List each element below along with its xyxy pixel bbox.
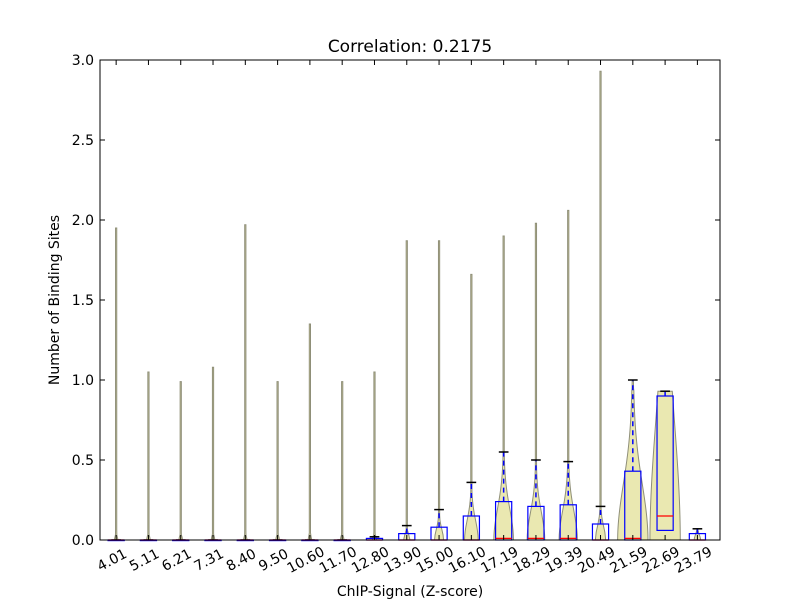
x-tick-label-7.31: 7.31 — [192, 546, 227, 575]
x-tick-label-9.50: 9.50 — [256, 546, 291, 575]
y-tick-label-2.5: 2.5 — [72, 133, 94, 149]
y-tick-label-2.0: 2.0 — [72, 213, 94, 229]
violin-22.69 — [649, 390, 681, 541]
y-tick-label-3.0: 3.0 — [72, 53, 94, 69]
violins-layer — [113, 70, 702, 541]
violin-11.70 — [339, 381, 345, 541]
x-axis-label: ChIP-Signal (Z-score) — [337, 584, 483, 600]
y-tick-label-1.0: 1.0 — [72, 373, 94, 389]
y-tick-label-0.0: 0.0 — [72, 533, 94, 549]
violin-5.11 — [146, 371, 151, 541]
y-axis-label: Number of Binding Sites — [47, 215, 63, 385]
chart-title: Correlation: 0.2175 — [328, 37, 492, 57]
y-tick-label-1.5: 1.5 — [72, 293, 94, 309]
violin-9.50 — [275, 381, 281, 541]
box-22.69 — [656, 395, 674, 531]
violin-19.39 — [558, 209, 578, 541]
violin-4.01 — [113, 227, 119, 541]
violin-15.00 — [434, 240, 445, 541]
x-tick-label-5.11: 5.11 — [127, 546, 162, 575]
violin-7.31 — [210, 366, 216, 541]
violin-10.60 — [307, 323, 313, 541]
violin-18.29 — [526, 222, 546, 541]
violin-8.40 — [242, 224, 248, 541]
x-tick-label-6.21: 6.21 — [159, 546, 194, 575]
y-axis: 0.0 0.5 1.0 1.5 2.0 2.5 3.0 — [72, 53, 720, 549]
violin-16.10 — [463, 273, 479, 541]
violin-20.49 — [594, 70, 607, 541]
y-tick-label-0.5: 0.5 — [72, 453, 94, 469]
x-tick-label-4.01: 4.01 — [95, 546, 130, 575]
x-tick-label-8.40: 8.40 — [224, 546, 259, 575]
violin-12.80 — [371, 371, 378, 541]
violin-17.19 — [493, 235, 514, 541]
violin-6.21 — [178, 381, 184, 541]
x-tick-label-23.79: 23.79 — [672, 544, 715, 577]
violin-13.90 — [402, 240, 411, 541]
